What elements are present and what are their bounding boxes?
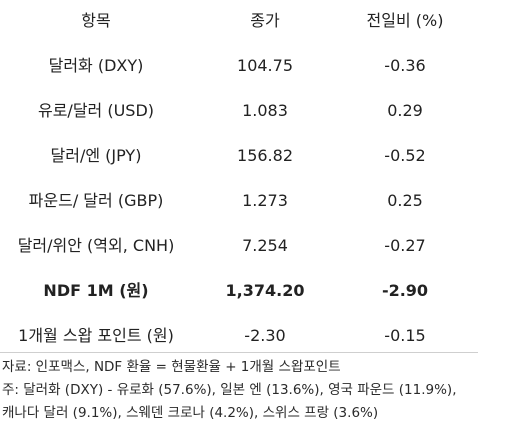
header-change: 전일비 (%) bbox=[366, 11, 444, 30]
footnote-line-2: 캐나다 달러 (9.1%), 스웨덴 크로나 (4.2%), 스위스 프랑 (3… bbox=[2, 405, 379, 421]
table-row-highlighted: NDF 1M (원) 1,374.20 -2.90 bbox=[0, 269, 514, 314]
table-notes: 자료: 인포맥스, NDF 환율 = 현물환율 + 1개월 스왑포인트 주: 달… bbox=[2, 356, 512, 425]
table-row: 달러화 (DXY) 104.75 -0.36 bbox=[0, 44, 514, 89]
fx-table: 항목 종가 전일비 (%) 달러화 (DXY) 104.75 -0.36 유로/… bbox=[0, 0, 514, 359]
row-change: 0.25 bbox=[387, 191, 423, 210]
row-change: 0.29 bbox=[387, 101, 423, 120]
table-row: 유로/달러 (USD) 1.083 0.29 bbox=[0, 89, 514, 134]
table-row: 파운드/ 달러 (GBP) 1.273 0.25 bbox=[0, 179, 514, 224]
table-row: 달러/위안 (역외, CNH) 7.254 -0.27 bbox=[0, 224, 514, 269]
row-close: 1.273 bbox=[242, 191, 288, 210]
row-item: 유로/달러 (USD) bbox=[37, 101, 155, 120]
table-header-row: 항목 종가 전일비 (%) bbox=[0, 0, 514, 44]
row-item: 달러화 (DXY) bbox=[48, 56, 144, 75]
row-close: 156.82 bbox=[237, 146, 293, 165]
row-change: -0.52 bbox=[384, 146, 426, 165]
row-change: -2.90 bbox=[381, 281, 429, 300]
row-close: 1,374.20 bbox=[225, 281, 305, 300]
row-change: -0.15 bbox=[384, 326, 426, 345]
row-change: -0.27 bbox=[384, 236, 426, 255]
row-close: 1.083 bbox=[242, 101, 288, 120]
table-row: 달러/엔 (JPY) 156.82 -0.52 bbox=[0, 134, 514, 179]
table-row: 1개월 스왑 포인트 (원) -2.30 -0.15 bbox=[0, 314, 514, 359]
row-close: 7.254 bbox=[242, 236, 288, 255]
row-item: 달러/엔 (JPY) bbox=[50, 146, 142, 165]
source-note: 자료: 인포맥스, NDF 환율 = 현물환율 + 1개월 스왑포인트 bbox=[2, 359, 341, 375]
header-item: 항목 bbox=[81, 11, 111, 30]
table-divider bbox=[0, 352, 478, 353]
row-close: -2.30 bbox=[244, 326, 286, 345]
header-close: 종가 bbox=[250, 11, 280, 30]
row-item: 달러/위안 (역외, CNH) bbox=[17, 236, 175, 255]
row-item: 1개월 스왑 포인트 (원) bbox=[18, 326, 174, 345]
row-item: 파운드/ 달러 (GBP) bbox=[28, 191, 164, 210]
row-item: NDF 1M (원) bbox=[43, 281, 149, 300]
footnote-line-1: 주: 달러화 (DXY) - 유로화 (57.6%), 일본 엔 (13.6%)… bbox=[2, 382, 457, 398]
row-change: -0.36 bbox=[384, 56, 426, 75]
row-close: 104.75 bbox=[237, 56, 293, 75]
